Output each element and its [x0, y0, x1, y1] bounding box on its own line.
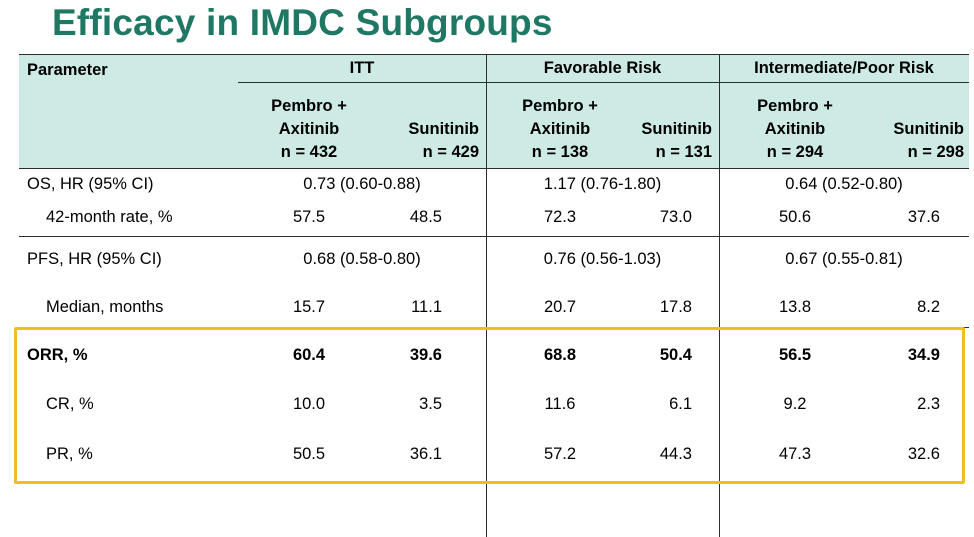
- orr-fav-pembro: 68.8: [543, 346, 577, 364]
- cr-itt-pembro: 10.0: [292, 395, 326, 413]
- cr-ip-sunitinib: 2.3: [917, 395, 940, 413]
- pfs-hr-itt: 0.68 (0.58-0.80): [303, 250, 421, 268]
- median-itt-pembro: 15.7: [292, 298, 326, 316]
- group-header-favorable: Favorable Risk: [543, 59, 662, 77]
- median-ip-pembro: 13.8: [778, 298, 812, 316]
- cr-fav-pembro: 11.6: [544, 395, 576, 413]
- pr-fav-pembro: 57.2: [543, 445, 577, 463]
- median-fav-sunitinib: 17.8: [659, 298, 692, 316]
- cr-itt-sunitinib: 3.5: [419, 395, 442, 413]
- orr-itt-pembro: 60.4: [292, 346, 326, 364]
- arm-header-itt-sunitinib: Sunitinib n = 429: [408, 120, 479, 161]
- row-label-pr: PR, %: [46, 445, 93, 463]
- group-header-rule: [238, 82, 969, 83]
- os-hr-itt: 0.73 (0.60-0.88): [303, 175, 421, 193]
- os-42-itt-pembro: 57.5: [292, 208, 326, 226]
- os-42-fav-pembro: 72.3: [543, 208, 577, 226]
- median-fav-pembro: 20.7: [543, 298, 577, 316]
- arm-header-fav-sunitinib: Sunitinib n = 131: [641, 120, 712, 161]
- row-label-orr: ORR, %: [27, 346, 88, 364]
- group-header-intermediate-poor: Intermediate/Poor Risk: [754, 59, 934, 77]
- pr-fav-sunitinib: 44.3: [659, 445, 692, 463]
- row-label-median-months: Median, months: [46, 298, 164, 316]
- arm-header-fav-pembro: Pembro + Axitinib n = 138: [522, 97, 598, 161]
- arm-header-itt-pembro: Pembro + Axitinib n = 432: [271, 97, 347, 161]
- response-rate-highlight-box: [14, 327, 965, 484]
- pfs-hr-favorable: 0.76 (0.56-1.03): [543, 250, 662, 268]
- table-top-rule: [19, 54, 969, 55]
- table-header-background: [19, 54, 969, 168]
- row-label-42-month-rate: 42-month rate, %: [46, 208, 173, 226]
- orr-fav-sunitinib: 50.4: [659, 346, 692, 364]
- arm-header-ip-sunitinib: Sunitinib n = 298: [893, 120, 964, 161]
- orr-ip-sunitinib: 34.9: [907, 346, 940, 364]
- column-divider-1: [486, 54, 487, 537]
- os-hr-favorable: 1.17 (0.76-1.80): [543, 175, 662, 193]
- orr-ip-pembro: 56.5: [778, 346, 812, 364]
- os-42-fav-sunitinib: 73.0: [659, 208, 692, 226]
- pr-itt-pembro: 50.5: [292, 445, 326, 463]
- pr-itt-sunitinib: 36.1: [409, 445, 442, 463]
- median-ip-sunitinib: 8.2: [917, 298, 940, 316]
- pfs-hr-intermediate-poor: 0.67 (0.55-0.81): [785, 250, 903, 268]
- cr-ip-pembro: 9.2: [783, 395, 807, 413]
- row-label-pfs-hr: PFS, HR (95% CI): [27, 250, 162, 268]
- header-bottom-rule: [19, 168, 969, 169]
- os-hr-intermediate-poor: 0.64 (0.52-0.80): [785, 175, 903, 193]
- row-label-cr: CR, %: [46, 395, 94, 413]
- pr-ip-sunitinib: 32.6: [907, 445, 940, 463]
- pr-ip-pembro: 47.3: [778, 445, 812, 463]
- column-divider-2: [719, 54, 720, 537]
- orr-itt-sunitinib: 39.6: [409, 346, 442, 364]
- row-label-os-hr: OS, HR (95% CI): [27, 175, 154, 193]
- os-42-ip-pembro: 50.6: [778, 208, 812, 226]
- median-itt-sunitinib: 11.1: [411, 298, 442, 316]
- os-42-itt-sunitinib: 48.5: [409, 208, 442, 226]
- parameter-header: Parameter: [27, 61, 108, 79]
- os-42-ip-sunitinib: 37.6: [907, 208, 940, 226]
- os-section-rule: [19, 236, 969, 237]
- group-header-itt: ITT: [349, 59, 375, 77]
- arm-header-ip-pembro: Pembro + Axitinib n = 294: [757, 97, 833, 161]
- page-title: Efficacy in IMDC Subgroups: [52, 2, 553, 43]
- cr-fav-sunitinib: 6.1: [669, 395, 692, 413]
